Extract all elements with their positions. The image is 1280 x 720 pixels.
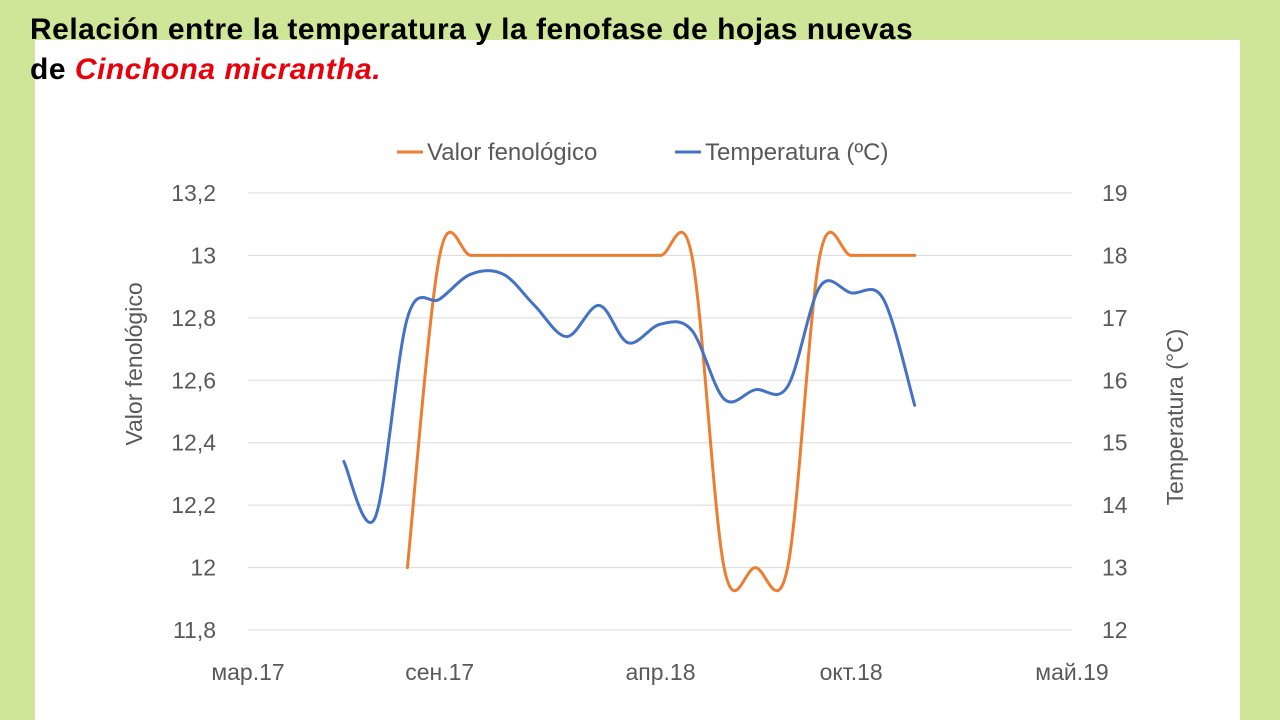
phenology-point (438, 254, 441, 257)
phenology-point (786, 566, 789, 569)
temperature-point (754, 388, 757, 391)
x-axis-tick-label: апр.18 (626, 659, 696, 685)
left-axis-ticks: 11,8 12 12,2 12,4 12,6 12,8 13 13,2 (171, 180, 216, 643)
left-axis-tick-label: 12,8 (171, 305, 216, 331)
right-axis-tick-label: 17 (1102, 305, 1128, 331)
legend-label: Valor fenológico (427, 139, 597, 166)
right-axis-tick-label: 15 (1102, 430, 1128, 456)
temperature-point (882, 298, 885, 301)
phenology-point (690, 254, 693, 257)
left-axis-tick-label: 12,4 (171, 430, 216, 456)
slide-title-box: Relación entre la temperatura y la fenof… (0, 0, 1280, 100)
phenology-point (882, 254, 885, 257)
temperature-point (913, 404, 916, 407)
title-line-2-prefix: de (30, 53, 75, 86)
temperature-point (533, 304, 536, 307)
temperature-point (406, 316, 409, 319)
left-axis-tick-label: 11,8 (173, 617, 216, 643)
temperature-point (659, 323, 662, 326)
temperature-point (786, 385, 789, 388)
right-axis-tick-label: 19 (1102, 180, 1128, 206)
temperature-point (469, 273, 472, 276)
temperature-point (690, 329, 693, 332)
x-axis-tick-label: мар.17 (211, 659, 284, 685)
right-axis-ticks: 12 13 14 15 16 17 18 19 (1102, 180, 1128, 643)
phenology-point (723, 566, 726, 569)
legend-label: Temperatura (ºC) (705, 139, 888, 166)
phenology-point (627, 254, 630, 257)
phenology-point (406, 566, 409, 569)
right-axis-tick-label: 12 (1102, 617, 1128, 643)
temperature-point (374, 516, 377, 519)
x-axis-tick-label: окт.18 (820, 659, 883, 685)
temperature-point (850, 291, 853, 294)
phenology-point (533, 254, 536, 257)
chart-gridlines (248, 192, 1072, 631)
left-axis-label: Valor fenológico (121, 282, 147, 445)
right-axis-tick-label: 14 (1102, 492, 1128, 518)
left-axis-tick-label: 13 (190, 242, 216, 268)
phenology-point (850, 254, 853, 257)
right-axis-tick-label: 13 (1102, 555, 1128, 581)
x-axis-tick-label: май.19 (1035, 659, 1108, 685)
right-axis-tick-label: 16 (1102, 367, 1128, 393)
temperature-point (438, 298, 441, 301)
temperature-point (818, 285, 821, 288)
left-axis-tick-label: 13,2 (171, 180, 216, 206)
temperature-point (598, 304, 601, 307)
temperature-point (342, 460, 345, 463)
right-axis-tick-label: 18 (1102, 242, 1128, 268)
phenology-point (818, 254, 821, 257)
species-name: Cinchona micrantha. (74, 53, 382, 86)
right-axis-label: Temperatura (°C) (1162, 329, 1188, 506)
left-axis-tick-label: 12,6 (171, 367, 216, 393)
slide-title: Relación entre la temperatura y la fenof… (30, 10, 913, 90)
left-axis-tick-label: 12,2 (171, 492, 216, 518)
phenology-point (469, 254, 472, 257)
phenology-point (659, 254, 662, 257)
phenology-series-line (405, 230, 917, 593)
temperature-point (627, 341, 630, 344)
temperature-point (502, 273, 505, 276)
phenology-point (565, 254, 568, 257)
x-axis-ticks: мар.17 сен.17 апр.18 окт.18 май.19 (211, 659, 1108, 685)
temperature-point (565, 335, 568, 338)
phenology-point (598, 254, 601, 257)
phenology-point (754, 566, 757, 569)
title-line-1: Relación entre la temperatura y la fenof… (30, 13, 914, 46)
left-axis-tick-label: 12 (190, 555, 216, 581)
x-axis-tick-label: сен.17 (405, 659, 474, 685)
temperature-series-line (342, 269, 917, 524)
temperature-point (723, 398, 726, 401)
chart-legend: Valor fenológico Temperatura (ºC) (397, 139, 888, 166)
phenology-point (913, 254, 916, 257)
chart-series (342, 230, 917, 593)
phenology-point (502, 254, 505, 257)
